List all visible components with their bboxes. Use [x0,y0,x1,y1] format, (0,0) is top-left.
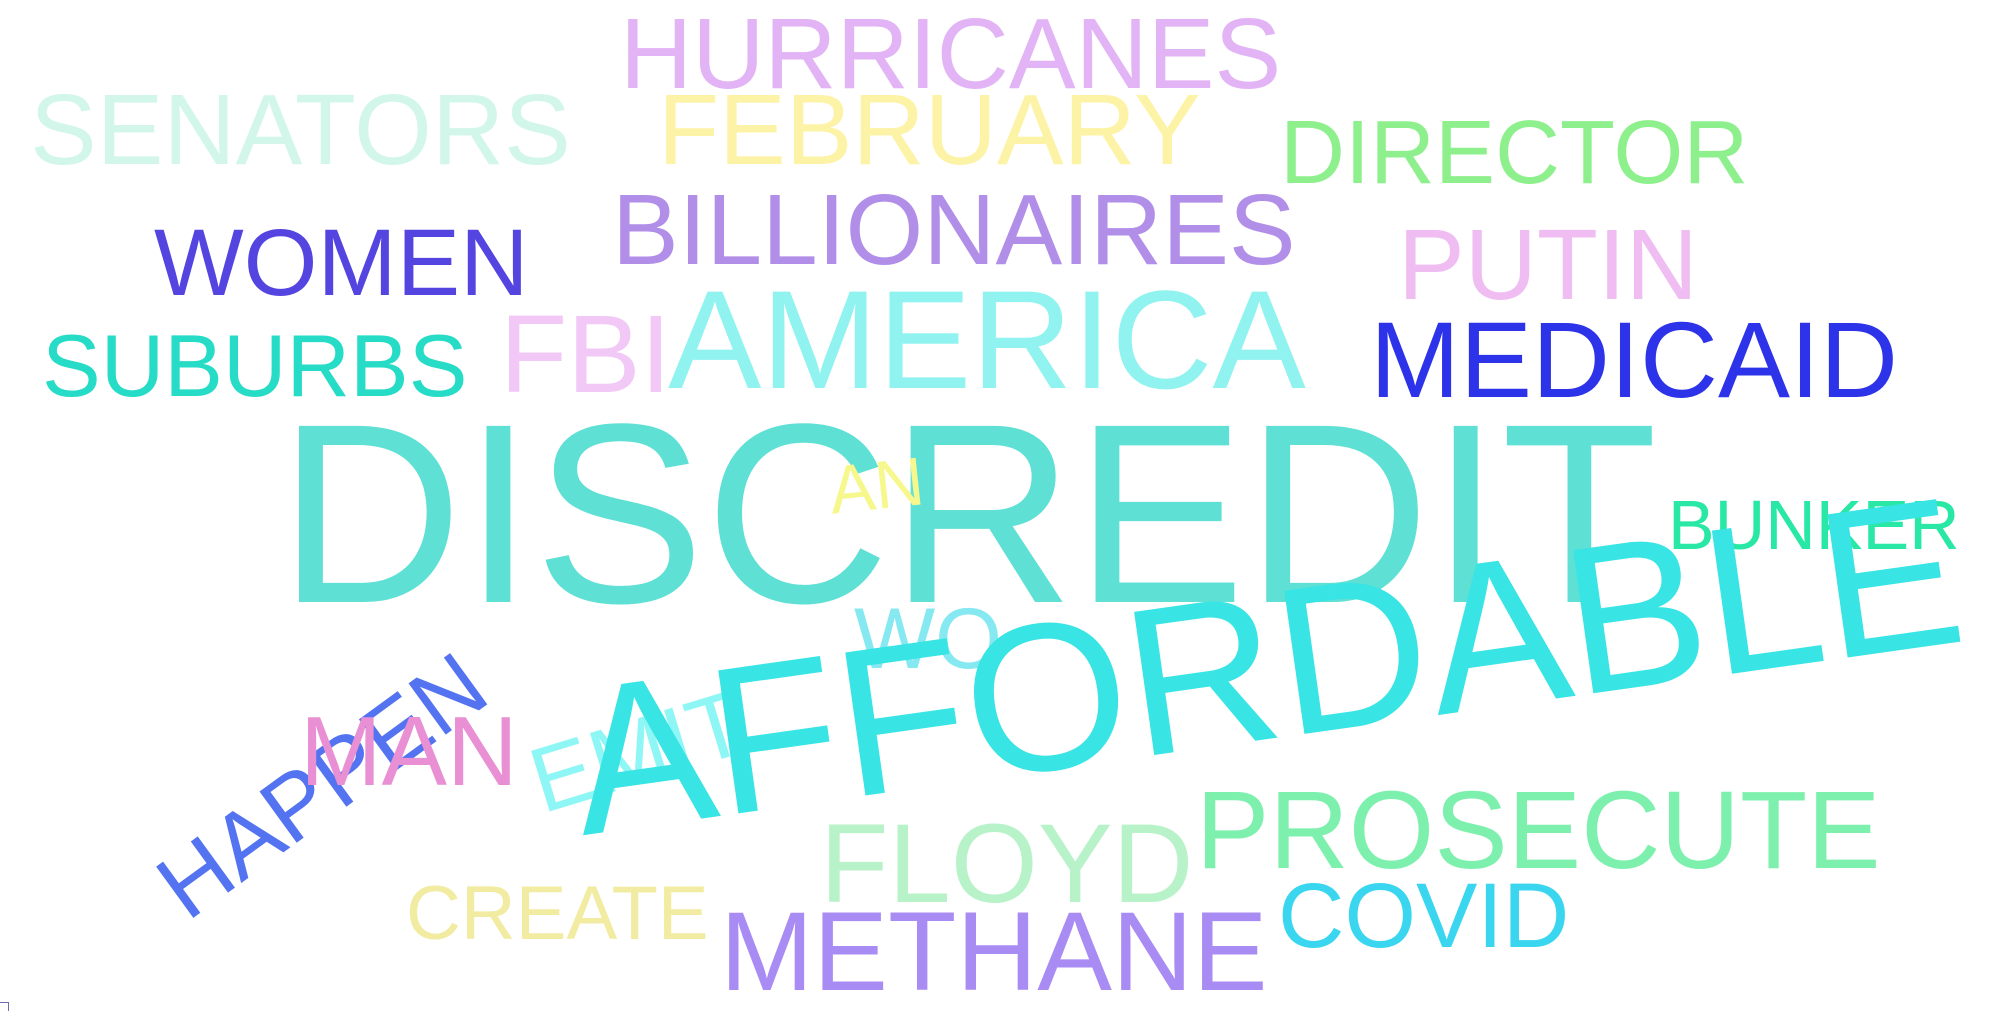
corner-mark [0,1002,9,1011]
word-discredit: DISCREDIT [278,371,1658,657]
word-women: WOMEN [154,210,529,316]
word-covid: COVID [1278,865,1570,967]
word-billionaires: BILLIONAIRES [612,174,1296,286]
word-february: FEBRUARY [658,74,1201,186]
word-an: AN [825,443,928,529]
word-medicaid: MEDICAID [1370,299,1899,420]
word-fbi: FBI [500,293,672,416]
word-director: DIRECTOR [1280,103,1749,203]
word-prosecute: PROSECUTE [1196,769,1881,892]
word-hurricanes: HURRICANES [620,0,1282,110]
word-putin: PUTIN [1398,209,1698,321]
word-america: AMERICA [668,261,1306,418]
word-senators: SENATORS [30,74,571,186]
word-suburbs: SUBURBS [42,316,468,415]
word-methane: METHANE [720,889,1268,1012]
word-create: CREATE [406,871,709,956]
word-wo: WO [854,591,1003,687]
word-man: MAN [300,696,518,806]
word-bunker: BUNKER [1668,486,1960,564]
word-floyd: FLOYD [820,801,1194,926]
